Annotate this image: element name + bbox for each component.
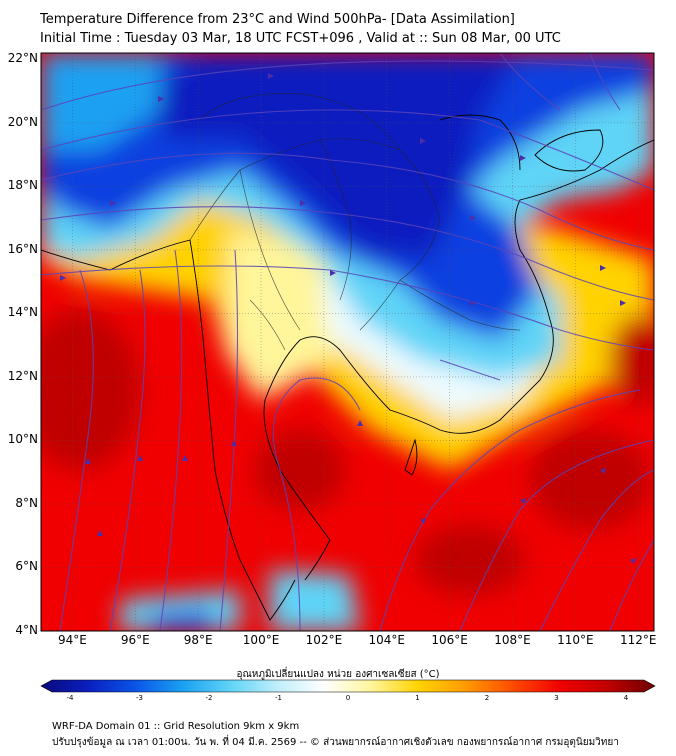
colorbar-tick-label: -1 — [275, 694, 282, 702]
temperature-field — [41, 53, 654, 631]
lon-label: 94°E — [57, 633, 87, 647]
map-plot-area[interactable] — [20, 53, 670, 631]
colorbar-tick-label: -4 — [66, 694, 74, 702]
colorbar-bar — [40, 679, 656, 693]
map-frame — [40, 52, 655, 632]
colorbar-tick-label: 3 — [554, 694, 559, 702]
colorbar-tick-label: -3 — [136, 694, 143, 702]
lat-label: 8°N — [15, 495, 38, 510]
wind-streamlines — [41, 53, 654, 631]
lat-label: 10°N — [7, 432, 38, 447]
colorbar-tick-label: 0 — [345, 694, 351, 702]
footer-credit: ปรับปรุงข้อมูล ณ เวลา 01:00น. วัน พ. ที่… — [52, 737, 619, 748]
graticule — [41, 53, 654, 631]
lon-label: 110°E — [557, 633, 594, 647]
colorbar-tick-label: 1 — [415, 694, 420, 702]
footer-model-info: WRF-DA Domain 01 :: Grid Resolution 9km … — [52, 721, 300, 732]
lat-label: 16°N — [7, 241, 38, 256]
lat-label: 22°N — [7, 51, 38, 66]
lat-label: 12°N — [7, 368, 38, 383]
country-borders — [189, 93, 521, 351]
lon-label: 100°E — [242, 633, 280, 647]
lon-label: 104°E — [368, 633, 406, 647]
colorbar-tick-label: -2 — [205, 694, 213, 702]
lat-label: 18°N — [7, 178, 38, 193]
colorbar-title: อุณหภูมิเปลี่ยนแปลง หน่วย องศาเซลเซียส (… — [236, 669, 440, 680]
map-title: Temperature Difference from 23°C and Win… — [40, 12, 515, 27]
lon-label: 106°E — [431, 633, 468, 647]
colorbar — [40, 679, 656, 693]
map-subtitle: Initial Time : Tuesday 03 Mar, 18 UTC FC… — [40, 31, 561, 46]
lon-label: 102°E — [305, 633, 343, 647]
lat-label: 14°N — [7, 305, 38, 320]
lat-label: 6°N — [15, 559, 38, 574]
colorbar-tick-label: 4 — [623, 694, 629, 702]
lat-label: 20°N — [7, 114, 38, 129]
lon-label: 112°E — [620, 633, 657, 647]
lon-label: 108°E — [494, 633, 531, 647]
lon-label: 98°E — [183, 633, 213, 647]
colorbar-tick-label: 2 — [484, 694, 490, 702]
lat-label: 4°N — [15, 623, 38, 637]
wind-arrowheads — [60, 73, 636, 564]
lon-label: 96°E — [120, 633, 150, 647]
coastlines — [41, 114, 654, 621]
